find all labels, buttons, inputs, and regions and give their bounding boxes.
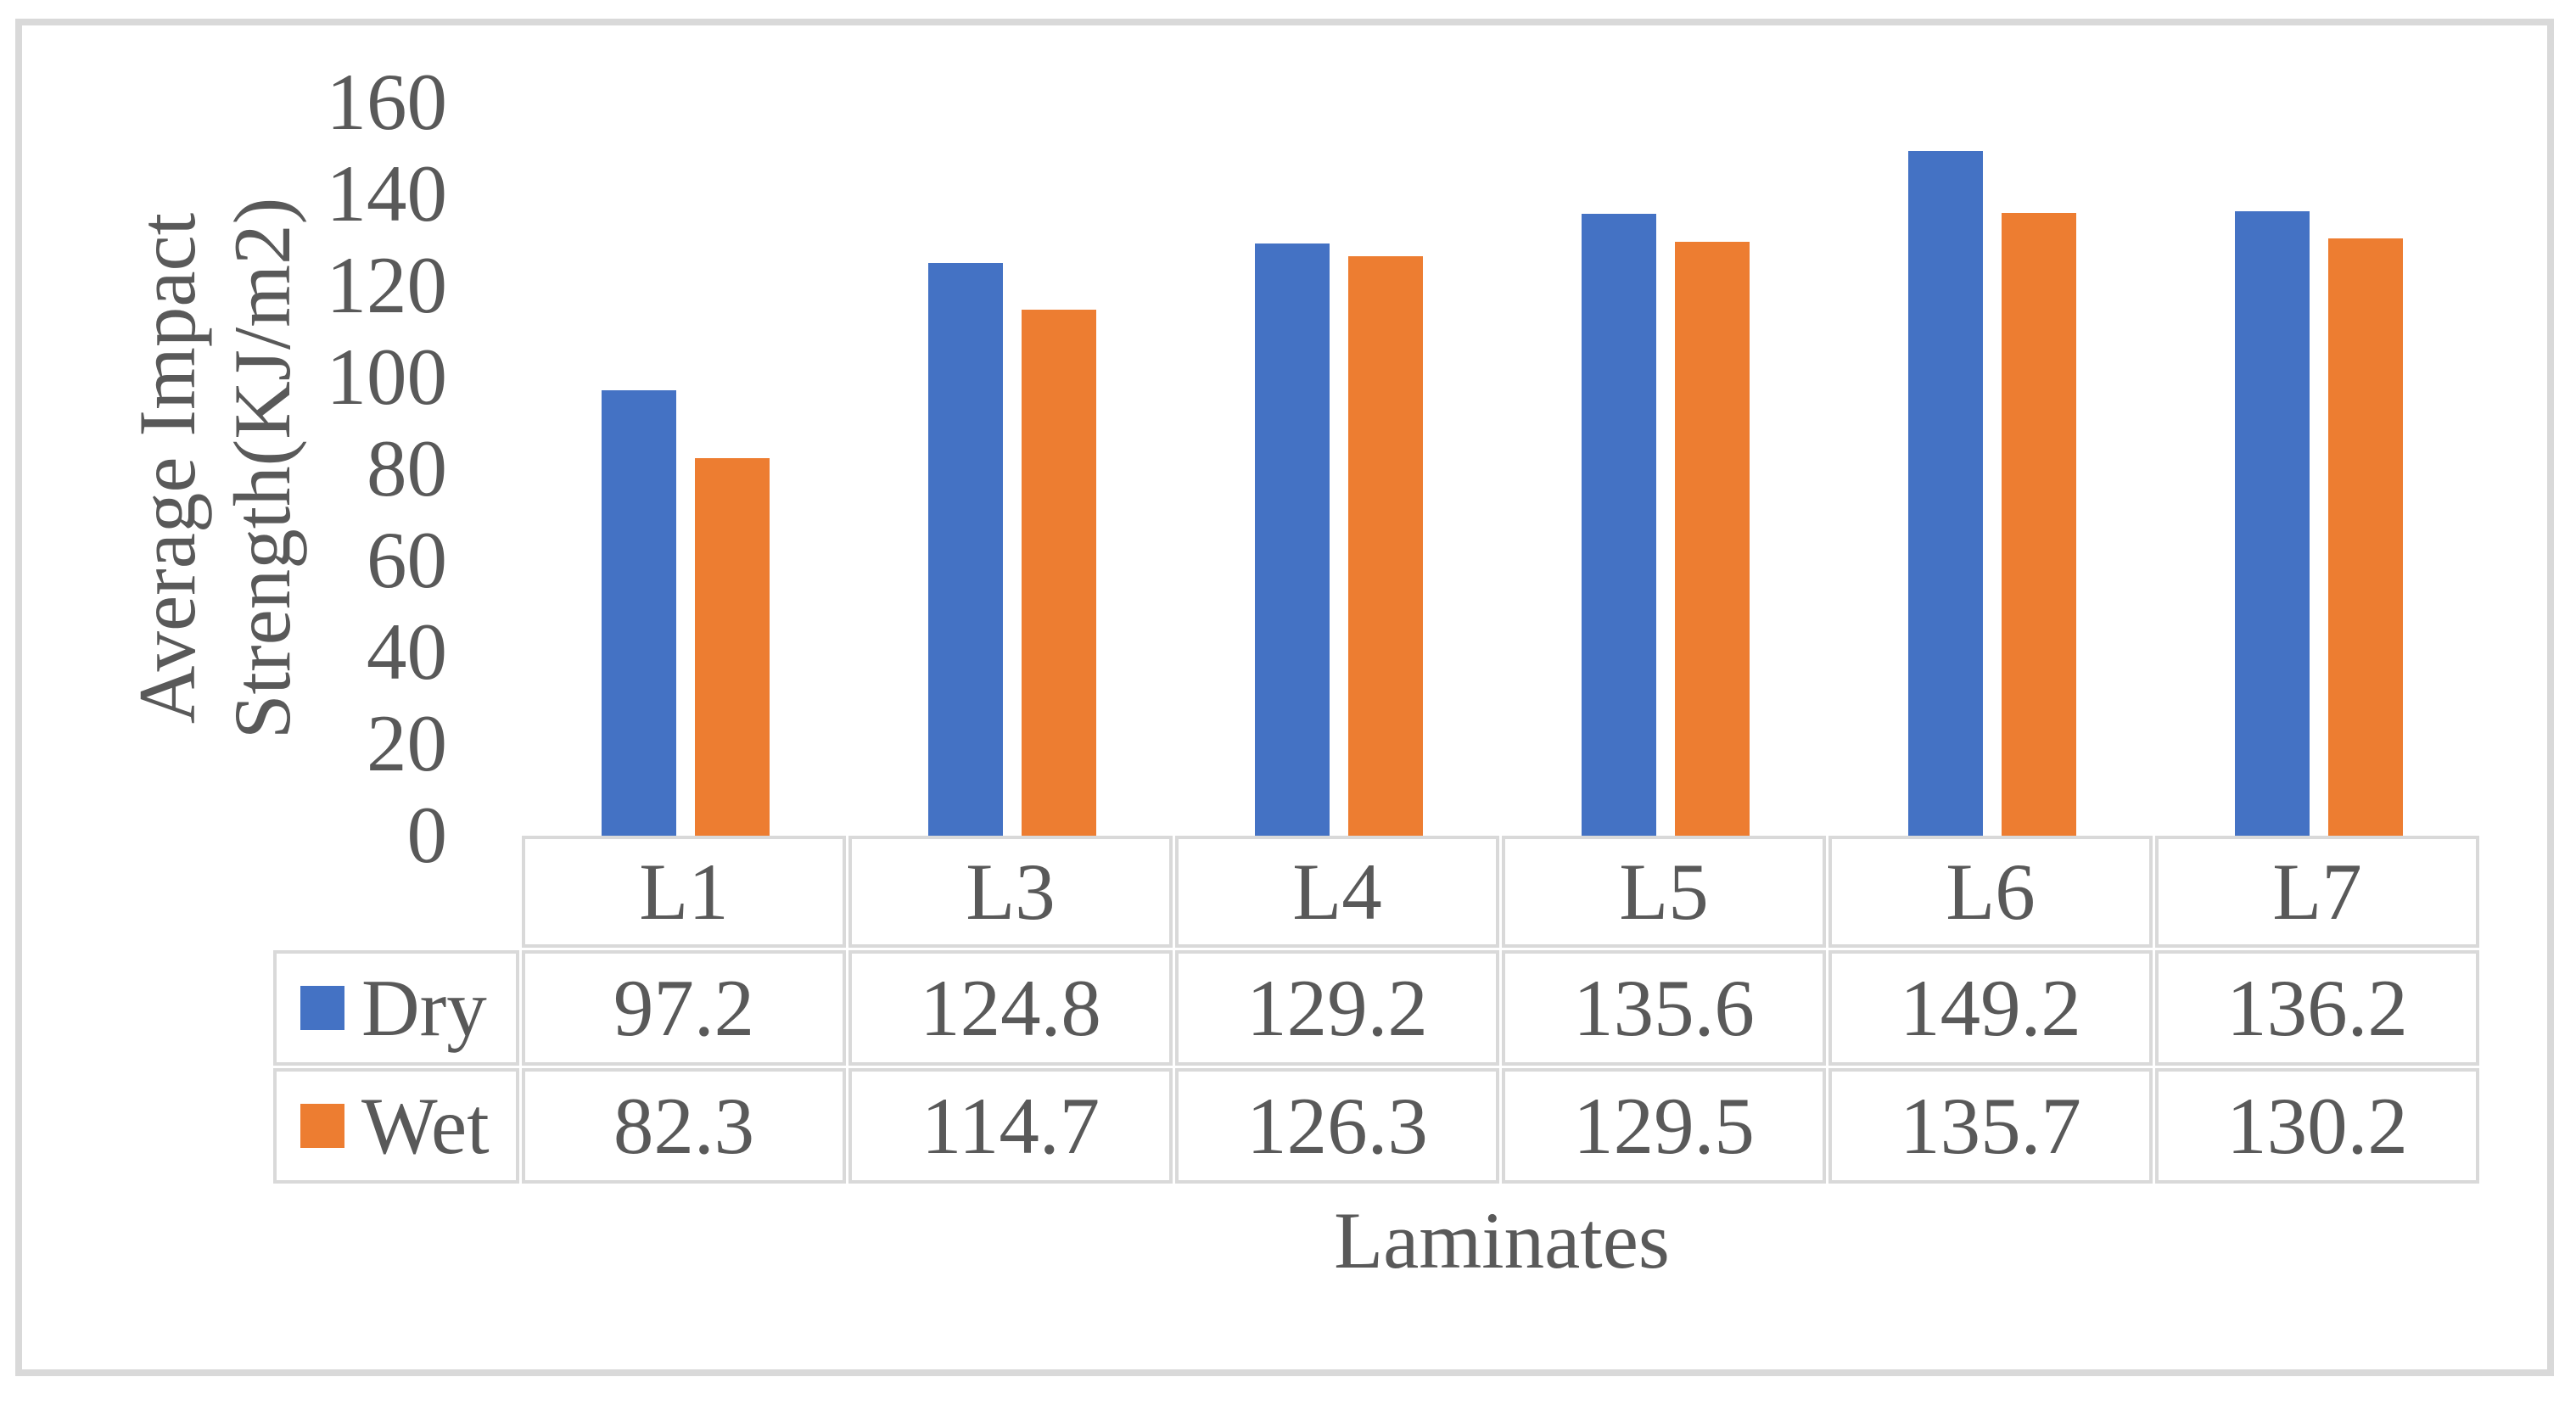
table-header-l6: L6: [1828, 836, 2153, 948]
y-tick-label: 20: [367, 698, 447, 788]
table-value-dry-l1: 97.2: [522, 950, 846, 1066]
dry-legend-swatch-icon: [300, 986, 344, 1030]
dry-bar-l4: [1254, 243, 1330, 836]
legend-label: Dry: [361, 963, 487, 1053]
y-axis-ticks: 160 140 120 100 80 60 40 20 0: [0, 57, 448, 880]
y-tick-label: 60: [367, 515, 447, 605]
legend-cell-wet: Wet: [273, 1068, 519, 1184]
bar-group-l5: [1502, 102, 1828, 836]
bar-group-l7: [2155, 102, 2482, 836]
bar-group-l4: [1175, 102, 1502, 836]
bar-group-l6: [1828, 102, 2155, 836]
table-value-dry-l3: 124.8: [848, 950, 1173, 1066]
table-value-wet-l3: 114.7: [848, 1068, 1173, 1184]
wet-bar-l6: [2001, 213, 2076, 836]
table-header-l4: L4: [1175, 836, 1499, 948]
table-value-wet-l7: 130.2: [2155, 1068, 2479, 1184]
legend-cell-dry: Dry: [273, 950, 519, 1066]
dry-bar-l7: [2234, 210, 2310, 836]
table-value-wet-l4: 126.3: [1175, 1068, 1499, 1184]
bar-group-l3: [848, 102, 1175, 836]
wet-bar-l4: [1347, 256, 1423, 836]
table-value-dry-l5: 135.6: [1502, 950, 1826, 1066]
dry-bar-l5: [1581, 213, 1656, 836]
plot-area: [522, 102, 2482, 836]
table-header-l3: L3: [848, 836, 1173, 948]
y-tick-label: 100: [326, 332, 448, 422]
table-value-dry-l4: 129.2: [1175, 950, 1499, 1066]
y-tick-label: 40: [367, 607, 447, 697]
wet-legend-swatch-icon: [300, 1104, 344, 1148]
dry-bar-l3: [927, 263, 1003, 836]
table-value-dry-l7: 136.2: [2155, 950, 2479, 1066]
table-corner-cell: [273, 836, 519, 948]
table-value-wet-l6: 135.7: [1828, 1068, 2153, 1184]
y-tick-label: 160: [326, 57, 448, 147]
table-header-l5: L5: [1502, 836, 1826, 948]
x-axis-title: Laminates: [1334, 1195, 1670, 1285]
table-header-l1: L1: [522, 836, 846, 948]
y-tick-label: 120: [326, 240, 448, 330]
table-value-wet-l1: 82.3: [522, 1068, 846, 1184]
y-tick-label: 0: [406, 790, 448, 880]
wet-bar-l3: [1021, 309, 1096, 836]
table-value-wet-l5: 129.5: [1502, 1068, 1826, 1184]
wet-bar-l5: [1674, 241, 1750, 836]
wet-bar-l1: [694, 458, 770, 836]
data-table: L1 L3 L4 L5 L6 L7 Dry 97.2 124.8 129.2 135.6 149.2 1…: [273, 836, 2479, 1184]
dry-bar-l1: [601, 389, 676, 836]
legend-label: Wet: [361, 1081, 490, 1171]
wet-bar-l7: [2327, 238, 2403, 836]
y-tick-label: 140: [326, 148, 448, 238]
table-header-l7: L7: [2155, 836, 2479, 948]
table-value-dry-l6: 149.2: [1828, 950, 2153, 1066]
y-tick-label: 80: [367, 423, 447, 513]
dry-bar-l6: [1907, 151, 1983, 836]
bar-group-l1: [522, 102, 848, 836]
